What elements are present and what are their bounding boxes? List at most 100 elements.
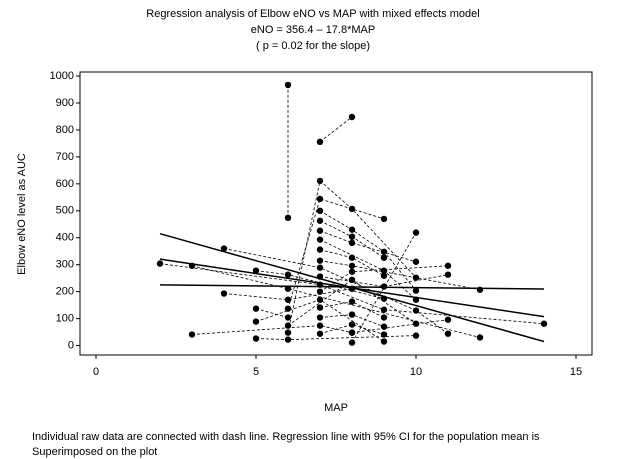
data-point bbox=[316, 227, 324, 234]
data-point bbox=[380, 248, 388, 255]
subject-line bbox=[255, 308, 289, 318]
y-tick-label: 400 bbox=[56, 232, 74, 244]
data-point bbox=[348, 329, 356, 336]
data-point bbox=[348, 239, 356, 247]
data-point bbox=[252, 335, 260, 342]
data-point bbox=[188, 262, 196, 269]
data-point bbox=[348, 285, 356, 292]
subject-line bbox=[287, 180, 417, 333]
data-point bbox=[380, 272, 388, 279]
data-point bbox=[476, 334, 484, 341]
data-point bbox=[284, 305, 292, 312]
caption: Individual raw data are connected with d… bbox=[32, 431, 540, 443]
data-point bbox=[188, 331, 196, 338]
y-tick-label: 1000 bbox=[50, 70, 74, 82]
subject-line bbox=[255, 335, 417, 341]
data-point bbox=[444, 330, 452, 337]
subject-line bbox=[351, 232, 417, 343]
chart-subtitle: ( p = 0.02 for the slope) bbox=[256, 40, 370, 52]
data-point bbox=[316, 264, 324, 271]
y-tick-label: 700 bbox=[56, 151, 74, 163]
data-point bbox=[348, 254, 356, 261]
data-point bbox=[380, 314, 388, 321]
subject-line bbox=[319, 274, 449, 287]
data-point bbox=[316, 330, 324, 337]
y-tick-label: 300 bbox=[56, 259, 74, 271]
subject-line bbox=[159, 263, 545, 325]
data-point bbox=[348, 311, 356, 318]
data-point bbox=[412, 332, 420, 339]
data-point bbox=[348, 298, 356, 305]
y-tick-label: 0 bbox=[68, 339, 74, 351]
data-point bbox=[316, 288, 324, 295]
data-point bbox=[380, 331, 388, 338]
subject-line bbox=[319, 210, 417, 291]
subject-line bbox=[223, 288, 353, 301]
data-point bbox=[156, 260, 164, 267]
data-point bbox=[380, 323, 388, 330]
data-point bbox=[380, 215, 388, 223]
x-tick-label: 15 bbox=[570, 366, 582, 378]
data-point bbox=[412, 274, 420, 281]
data-point bbox=[348, 268, 356, 275]
data-point bbox=[220, 245, 228, 252]
data-point bbox=[316, 304, 324, 311]
data-point bbox=[380, 267, 388, 274]
data-point bbox=[348, 262, 356, 269]
subject-line bbox=[319, 324, 385, 335]
data-point bbox=[412, 320, 420, 327]
data-point bbox=[252, 267, 260, 274]
subject-line bbox=[319, 249, 385, 277]
data-point bbox=[348, 226, 356, 233]
data-point bbox=[284, 271, 292, 278]
data-point bbox=[252, 305, 260, 312]
data-point bbox=[252, 318, 260, 325]
x-axis-label: MAP bbox=[324, 402, 348, 414]
subject-line bbox=[319, 230, 417, 263]
data-point bbox=[348, 205, 356, 213]
data-point bbox=[412, 296, 420, 303]
data-point bbox=[220, 290, 228, 297]
data-point bbox=[348, 339, 356, 346]
data-point bbox=[380, 283, 388, 290]
data-point bbox=[412, 287, 420, 294]
data-point bbox=[316, 236, 324, 243]
data-point bbox=[380, 254, 388, 261]
data-point bbox=[316, 296, 324, 303]
x-tick-label: 10 bbox=[410, 366, 422, 378]
y-tick-label: 100 bbox=[56, 313, 74, 325]
subject-line bbox=[287, 279, 417, 326]
data-point bbox=[284, 81, 292, 89]
data-point bbox=[284, 214, 292, 222]
data-point bbox=[284, 285, 292, 292]
x-tick-label: 5 bbox=[253, 366, 259, 378]
data-point bbox=[476, 286, 484, 293]
chart-title: Regression analysis of Elbow eNO vs MAP … bbox=[146, 8, 479, 20]
data-point bbox=[284, 296, 292, 303]
subject-line bbox=[191, 265, 481, 338]
caption: Superimposed on the plot bbox=[32, 446, 157, 458]
data-point bbox=[380, 338, 388, 345]
subject-line bbox=[351, 319, 449, 334]
data-point bbox=[284, 322, 292, 329]
y-tick-label: 900 bbox=[56, 97, 74, 109]
data-point bbox=[316, 246, 324, 253]
chart-subtitle: eNO = 356.4 – 17.8*MAP bbox=[251, 24, 375, 36]
data-point bbox=[316, 217, 324, 224]
data-point bbox=[412, 307, 420, 314]
data-point bbox=[284, 336, 292, 343]
plot-frame bbox=[79, 71, 593, 356]
data-point bbox=[540, 320, 548, 327]
subject-line bbox=[319, 116, 353, 143]
data-point bbox=[316, 195, 324, 203]
data-point bbox=[348, 321, 356, 328]
data-point bbox=[316, 257, 324, 264]
data-point bbox=[412, 258, 420, 265]
data-point bbox=[316, 177, 324, 185]
data-point bbox=[348, 276, 356, 284]
data-point bbox=[380, 306, 388, 313]
data-point bbox=[316, 138, 324, 146]
data-point bbox=[316, 281, 324, 288]
subject-line bbox=[191, 325, 353, 335]
